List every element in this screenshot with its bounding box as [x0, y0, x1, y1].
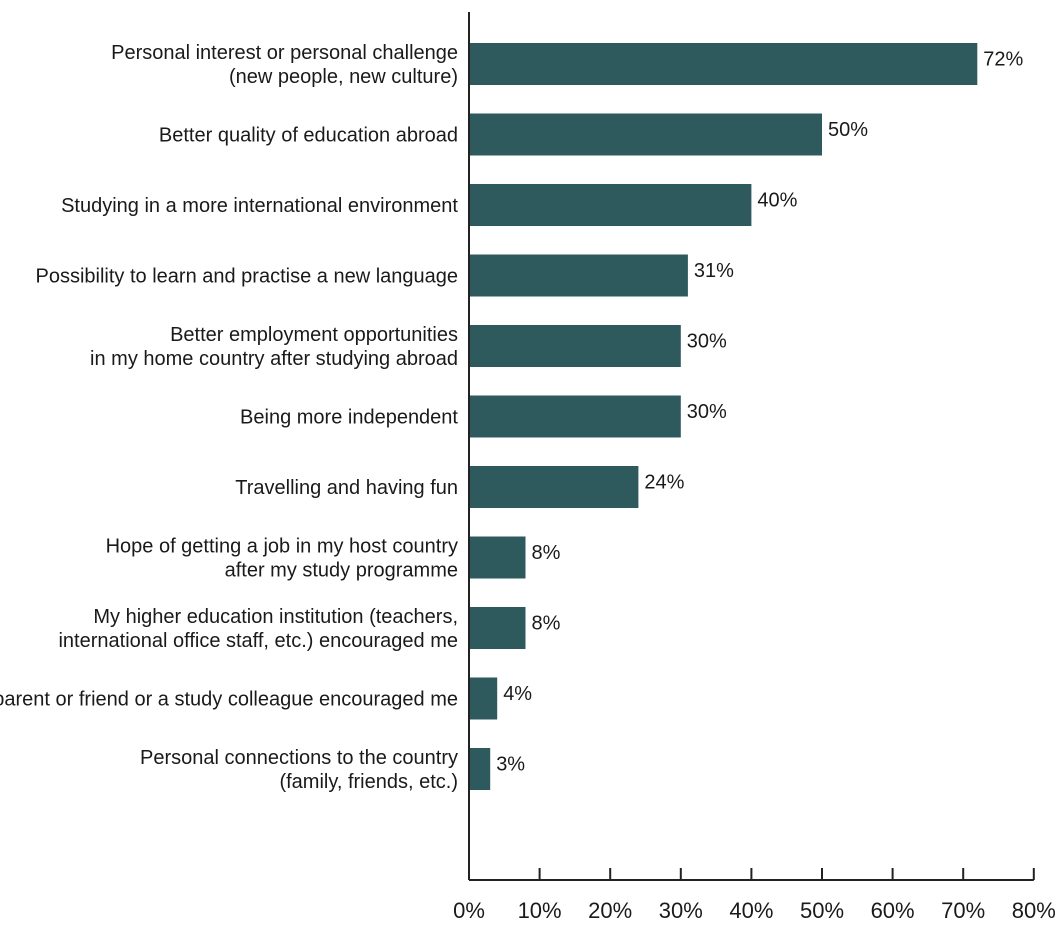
- x-tick-label-80: 80%: [1012, 898, 1056, 923]
- category-label-line: Travelling and having fun: [235, 477, 458, 499]
- category-label-line: international office staff, etc.) encour…: [58, 630, 458, 652]
- axes-layer: 0% 10% 20% 30% 40% 50% 60% 70% 80%: [453, 12, 1056, 923]
- category-label-line: A parent or friend or a study colleague …: [0, 689, 458, 711]
- category-label-line: in my home country after studying abroad: [90, 348, 458, 370]
- value-label-1: 72%: [983, 48, 1023, 70]
- category-label-line: Possibility to learn and practise a new …: [36, 266, 458, 288]
- value-label-8: 8%: [532, 542, 561, 564]
- value-label-11: 3%: [496, 753, 525, 775]
- x-tick-label-10: 10%: [518, 898, 562, 923]
- category-label-6: Being more independent: [240, 407, 458, 429]
- x-tick-label-40: 40%: [729, 898, 773, 923]
- category-label-1: Personal interest or personal challenge(…: [111, 42, 458, 88]
- category-label-line: Better quality of education abroad: [159, 125, 458, 147]
- value-label-3: 40%: [757, 189, 797, 211]
- bar-8: [469, 536, 526, 579]
- category-label-line: (new people, new culture): [229, 66, 458, 88]
- category-label-4: Possibility to learn and practise a new …: [36, 266, 458, 288]
- category-label-line: Better employment opportunities: [170, 324, 458, 346]
- category-label-11: Personal connections to the country (fami…: [140, 747, 458, 793]
- bar-11: [469, 748, 491, 790]
- x-tick-label-70: 70%: [941, 898, 985, 923]
- category-label-5: Better employment opportunities in my hom…: [90, 324, 458, 370]
- bar-1: [469, 43, 978, 85]
- bars-layer: [469, 43, 978, 790]
- value-label-4: 31%: [694, 260, 734, 282]
- category-label-2: Better quality of education abroad: [159, 125, 458, 147]
- category-label-line: Personal connections to the country: [140, 747, 458, 769]
- category-labels-layer: Personal interest or personal challenge(…: [0, 42, 458, 793]
- x-tick-label-50: 50%: [800, 898, 844, 923]
- category-label-line: Studying in a more international environ…: [61, 195, 458, 217]
- bar-3: [469, 184, 752, 226]
- category-label-line: Being more independent: [240, 407, 458, 429]
- value-label-2: 50%: [828, 119, 868, 141]
- value-label-9: 8%: [532, 612, 561, 634]
- category-label-8: Hope of getting a job in my host country…: [106, 536, 458, 582]
- bar-5: [469, 325, 681, 367]
- bar-4: [469, 254, 688, 297]
- category-label-line: My higher education institution (teacher…: [93, 606, 458, 628]
- bar-10: [469, 677, 498, 720]
- category-label-10: A parent or friend or a study colleague …: [0, 689, 458, 711]
- value-label-10: 4%: [503, 683, 532, 705]
- category-label-line: after my study programme: [225, 560, 458, 582]
- value-label-7: 24%: [644, 471, 684, 493]
- category-label-line: (family, friends, etc.): [279, 771, 458, 793]
- category-label-9: My higher education institution (teacher…: [58, 606, 458, 652]
- category-label-7: Travelling and having fun: [235, 477, 458, 499]
- value-label-5: 30%: [687, 330, 727, 352]
- category-label-line: Personal interest or personal challenge: [111, 42, 458, 64]
- x-tick-label-20: 20%: [588, 898, 632, 923]
- bar-2: [469, 113, 822, 156]
- bar-7: [469, 466, 639, 508]
- value-label-6: 30%: [687, 401, 727, 423]
- category-label-line: Hope of getting a job in my host country: [106, 536, 458, 558]
- x-tick-label-30: 30%: [659, 898, 703, 923]
- x-tick-label-0: 0%: [453, 898, 485, 923]
- bar-6: [469, 395, 681, 438]
- bar-9: [469, 607, 526, 649]
- value-labels-layer: 72% 50% 40% 31% 30% 30% 24% 8% 8% 4% 3%: [496, 48, 1023, 775]
- x-tick-label-60: 60%: [871, 898, 915, 923]
- category-label-3: Studying in a more international environ…: [61, 195, 458, 217]
